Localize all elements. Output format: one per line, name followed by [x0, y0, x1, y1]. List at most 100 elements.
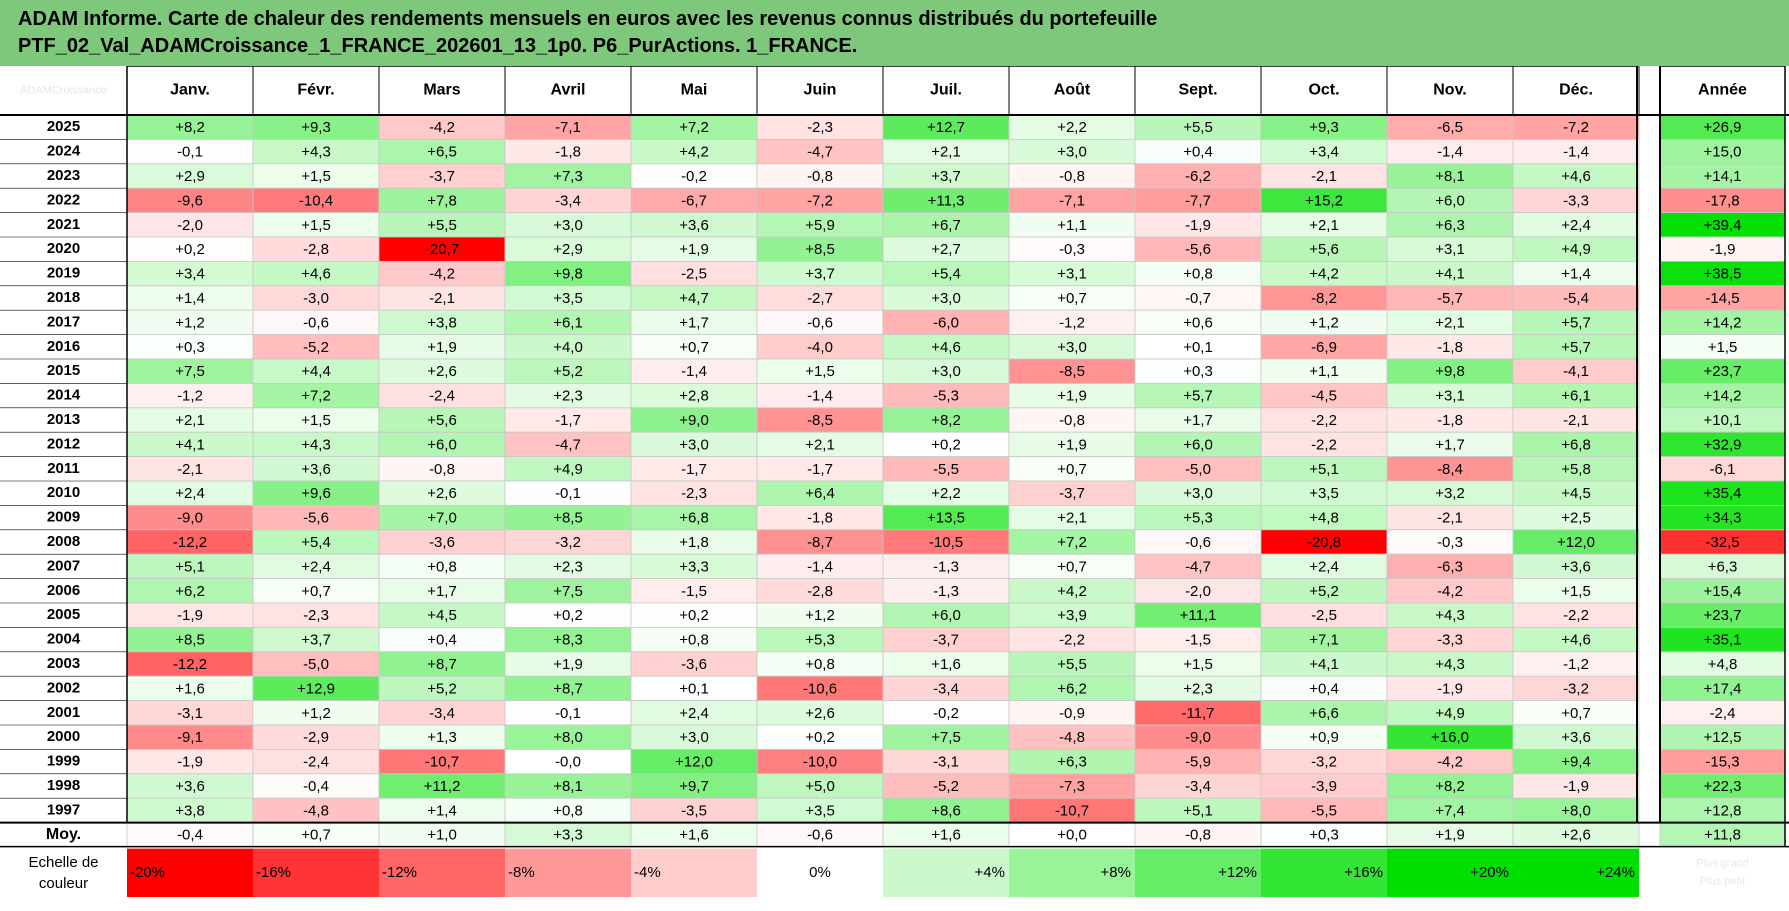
heatmap-cell [252, 773, 380, 799]
annual-value: +1,5 [1708, 339, 1738, 356]
scale-corner-text: Plus petit [1700, 876, 1745, 888]
cell-value: -4,1 [1563, 363, 1589, 380]
scale-swatch [1513, 848, 1639, 897]
heatmap-cell [1386, 163, 1514, 189]
cell-value: +9,3 [301, 119, 331, 136]
cell-value: +1,6 [175, 680, 205, 697]
cell-value: +2,1 [1435, 314, 1465, 331]
cell-value: -0,6 [807, 314, 833, 331]
annual-cell [1659, 480, 1786, 506]
cell-value: -9,6 [177, 192, 203, 209]
cell-value: -0,7 [1185, 290, 1211, 307]
month-header: Mai [681, 82, 708, 99]
cell-value: +11,2 [424, 778, 461, 795]
heatmap-cell [1260, 260, 1388, 287]
cell-value: -1,9 [1437, 680, 1463, 697]
cell-value: +6,0 [1435, 192, 1465, 209]
heatmap-cell [504, 602, 632, 628]
cell-value: +1,1 [1309, 363, 1339, 380]
cell-value: +4,3 [301, 144, 331, 161]
annual-value: +17,4 [1704, 680, 1742, 697]
cell-value: -5,4 [1563, 290, 1589, 307]
cell-value: +5,4 [931, 266, 961, 283]
cell-value: +8,0 [553, 729, 583, 746]
cell-value: -5,6 [303, 510, 329, 527]
cell-value: -6,9 [1311, 339, 1337, 356]
cell-value: +13,5 [927, 510, 965, 527]
heatmap-cell [378, 431, 506, 458]
year-label: 2022 [47, 191, 80, 208]
cell-value: +3,6 [1561, 729, 1591, 746]
heatmap-cell [756, 773, 884, 799]
cell-value: +7,2 [1057, 534, 1087, 551]
heatmap-cell [1008, 724, 1136, 750]
cell-value: -1,8 [807, 510, 833, 527]
cell-value: +3,8 [175, 802, 205, 819]
cell-value: +0,2 [931, 436, 961, 453]
heatmap-cell [630, 260, 758, 287]
cell-value: -2,9 [303, 729, 329, 746]
cell-value: -3,0 [303, 290, 329, 307]
cell-value: +3,4 [175, 266, 205, 283]
average-cell [1008, 822, 1136, 847]
cell-value: -5,0 [303, 656, 329, 673]
cell-value: -0,1 [555, 485, 581, 502]
cell-value: -6,7 [681, 192, 707, 209]
heatmap-cell [378, 749, 506, 775]
year-label: 2018 [47, 289, 80, 306]
cell-value: +6,0 [931, 607, 961, 624]
year-label: 2014 [47, 387, 81, 404]
cell-value: +6,3 [1057, 754, 1087, 771]
annual-value: +23,7 [1704, 363, 1742, 380]
cell-value: -10,5 [929, 534, 963, 551]
heatmap-cell [1134, 212, 1262, 238]
annual-value: +35,4 [1704, 485, 1742, 502]
annual-value: +32,9 [1704, 436, 1742, 453]
annual-value: +12,5 [1704, 729, 1742, 746]
heatmap-cell [882, 187, 1010, 213]
cell-value: +6,8 [1561, 436, 1591, 453]
heatmap-cell [882, 407, 1010, 433]
cell-value: +0,1 [1183, 339, 1213, 356]
year-label: 2015 [47, 362, 80, 379]
heatmap-cell [1512, 651, 1640, 677]
heatmap-cell [1260, 163, 1388, 189]
month-header: Janv. [170, 82, 210, 99]
cell-value: +3,6 [1561, 558, 1591, 575]
cell-value: +4,9 [1561, 241, 1591, 258]
year-label: 2006 [47, 582, 80, 599]
cell-value: -3,5 [681, 802, 707, 819]
cell-value: -2,2 [1311, 436, 1337, 453]
annual-value: +14,1 [1704, 168, 1742, 185]
cell-value: -3,4 [429, 705, 455, 722]
heatmap-cell [1386, 797, 1514, 824]
heatmap-cell [504, 212, 632, 238]
heatmap-cell [1512, 334, 1640, 360]
cell-value: -8,5 [1059, 363, 1085, 380]
heatmap-cell [1008, 187, 1136, 213]
heatmap-cell [378, 382, 506, 409]
average-value: -0,8 [1185, 827, 1211, 844]
cell-value: +2,4 [1309, 558, 1339, 575]
cell-value: -1,4 [1437, 144, 1463, 161]
cell-value: -4,2 [1437, 583, 1463, 600]
cell-value: -2,1 [1311, 168, 1337, 185]
heatmap-cell [504, 187, 632, 213]
heatmap-cell [630, 504, 758, 531]
cell-value: -2,8 [807, 583, 833, 600]
year-label: 2000 [47, 728, 80, 745]
cell-value: -3,9 [1311, 778, 1337, 795]
cell-value: +6,4 [805, 485, 835, 502]
cell-value: -4,8 [1059, 729, 1085, 746]
heatmap-cell [252, 114, 380, 140]
average-value: +1,6 [679, 827, 709, 844]
cell-value: -0,8 [1059, 168, 1085, 185]
heatmap-cell [882, 139, 1010, 165]
cell-value: +9,8 [1435, 363, 1465, 380]
scale-swatch [1135, 848, 1261, 897]
cell-value: +4,8 [1309, 510, 1339, 527]
heatmap-cell [1134, 504, 1262, 531]
annual-value: +12,8 [1704, 802, 1742, 819]
cell-value: +3,9 [1057, 607, 1087, 624]
cell-value: +5,9 [805, 217, 835, 234]
